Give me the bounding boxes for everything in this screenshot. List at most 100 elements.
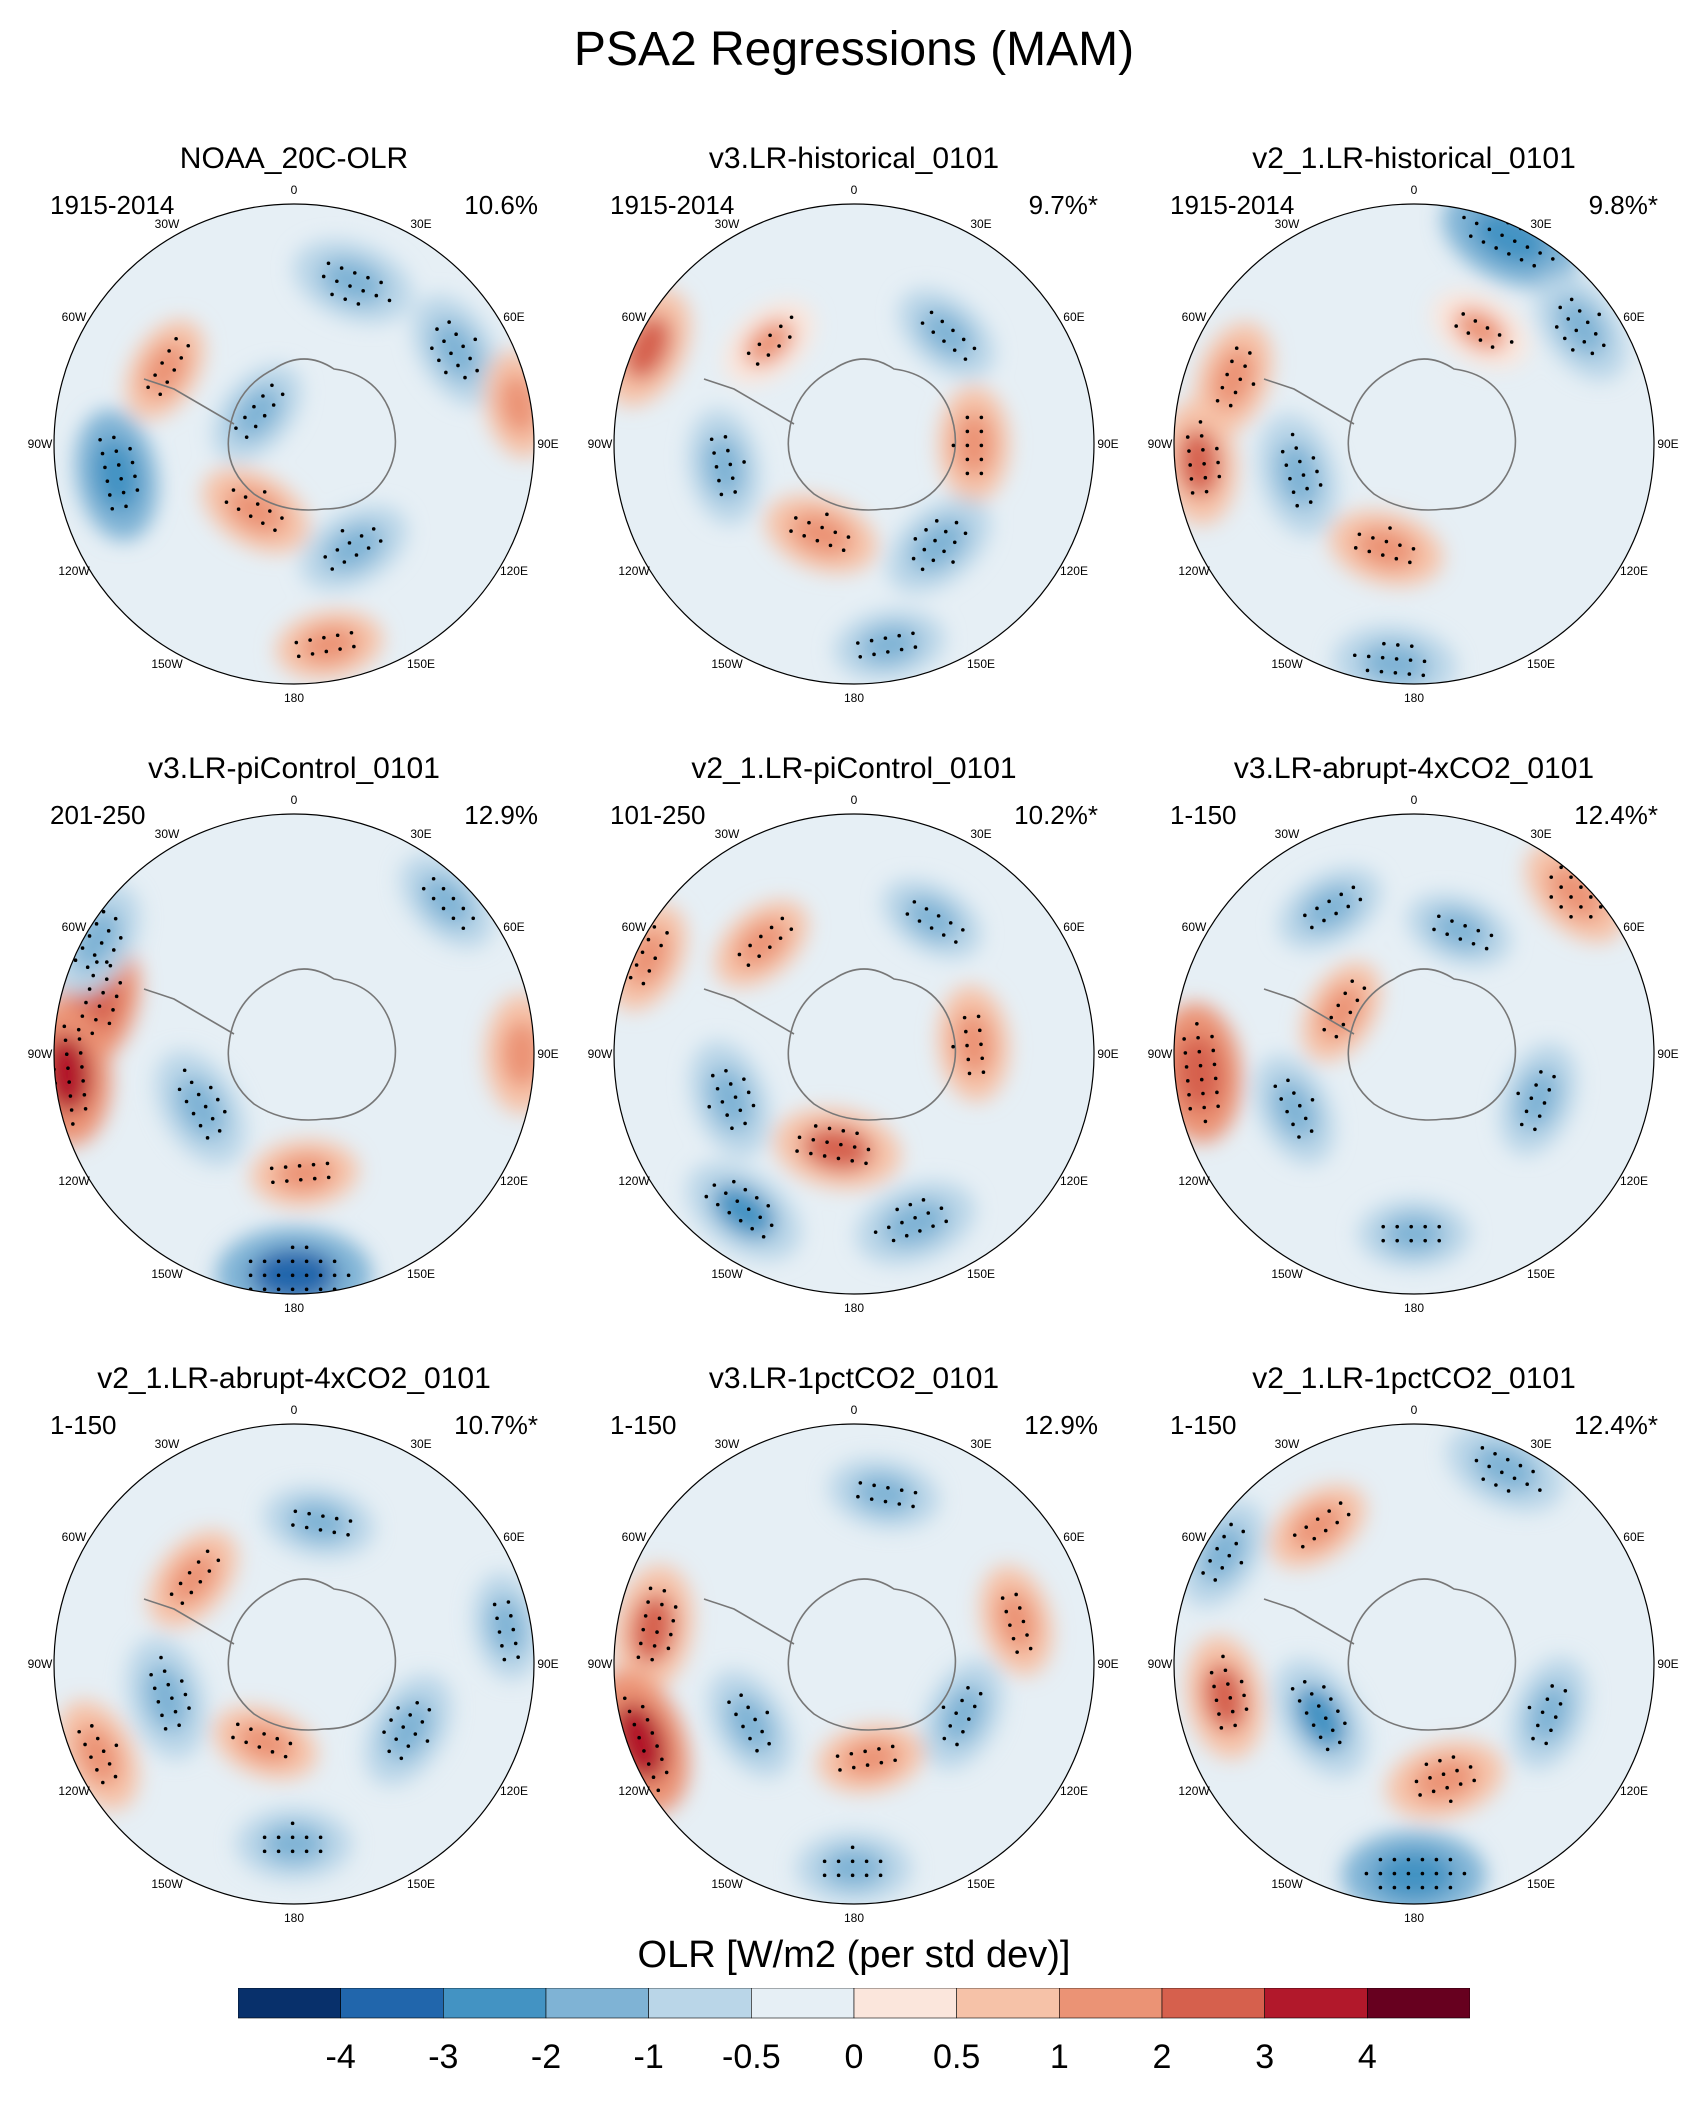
anomaly-core bbox=[1291, 1503, 1345, 1550]
significance-dot bbox=[1199, 1077, 1204, 1082]
longitude-label: 90W bbox=[28, 1657, 53, 1671]
longitude-label: 30W bbox=[155, 217, 180, 231]
significance-dot bbox=[1382, 641, 1386, 646]
significance-dot bbox=[399, 1756, 404, 1761]
longitude-label: 60W bbox=[622, 920, 647, 934]
significance-dot bbox=[850, 1159, 855, 1163]
significance-dot bbox=[454, 332, 458, 337]
significance-dot bbox=[1280, 449, 1285, 454]
significance-dot bbox=[1406, 1857, 1411, 1862]
significance-dot bbox=[757, 342, 762, 347]
longitude-label: 60E bbox=[1063, 920, 1084, 934]
significance-dot bbox=[382, 1730, 386, 1734]
significance-dot bbox=[262, 1835, 267, 1840]
significance-dot bbox=[632, 1722, 637, 1727]
significance-dot bbox=[1458, 1782, 1463, 1786]
significance-dot bbox=[742, 1077, 746, 1081]
significance-dot bbox=[332, 1273, 337, 1278]
significance-dot bbox=[751, 1103, 756, 1108]
significance-dot bbox=[921, 1198, 926, 1202]
significance-dot bbox=[1481, 1477, 1486, 1481]
significance-dot bbox=[1348, 1010, 1353, 1015]
significance-dot bbox=[76, 1027, 81, 1032]
longitude-label: 180 bbox=[284, 1301, 304, 1315]
significance-dot bbox=[1593, 332, 1598, 336]
significance-dot bbox=[1540, 1710, 1545, 1715]
significance-dot bbox=[180, 1601, 185, 1605]
significance-dot bbox=[1322, 1685, 1326, 1689]
significance-dot bbox=[1183, 1051, 1188, 1055]
significance-dot bbox=[863, 1749, 867, 1754]
longitude-label: 60E bbox=[1623, 310, 1644, 324]
significance-dot bbox=[755, 1748, 759, 1753]
significance-dot bbox=[196, 1560, 201, 1564]
significance-dot bbox=[1388, 526, 1392, 530]
significance-dot bbox=[304, 1849, 309, 1854]
longitude-label: 60E bbox=[503, 310, 524, 324]
significance-dot bbox=[1190, 491, 1195, 495]
significance-dot bbox=[836, 1859, 841, 1864]
significance-dot bbox=[99, 941, 104, 945]
significance-dot bbox=[149, 1672, 153, 1677]
significance-dot bbox=[318, 1287, 323, 1292]
significance-dot bbox=[931, 330, 936, 334]
significance-dot bbox=[332, 1259, 337, 1264]
significance-dot bbox=[94, 1017, 98, 1022]
significance-dot bbox=[955, 1742, 959, 1747]
significance-dot bbox=[244, 435, 249, 439]
anomaly-core bbox=[1177, 428, 1220, 497]
significance-dot bbox=[335, 548, 340, 552]
significance-dot bbox=[346, 1273, 351, 1278]
significance-dot bbox=[1204, 489, 1209, 494]
significance-dot bbox=[846, 535, 851, 539]
significance-dot bbox=[112, 435, 116, 440]
significance-dot bbox=[962, 1015, 967, 1020]
significance-dot bbox=[1305, 486, 1309, 491]
significance-dot bbox=[210, 1116, 215, 1121]
significance-dot bbox=[1335, 1520, 1339, 1525]
map-boundary bbox=[613, 203, 1095, 685]
significance-dot bbox=[659, 943, 663, 948]
anomaly-core bbox=[904, 897, 960, 941]
significance-dot bbox=[1525, 1482, 1529, 1486]
significance-dot bbox=[290, 1245, 295, 1250]
significance-dot bbox=[920, 321, 925, 325]
longitude-label: 0 bbox=[291, 183, 298, 197]
significance-dot bbox=[732, 1179, 736, 1184]
significance-dot bbox=[952, 348, 957, 352]
significance-dot bbox=[87, 987, 92, 991]
colorbar-tick-label: -2 bbox=[531, 2038, 561, 2076]
significance-dot bbox=[1462, 215, 1466, 220]
significance-dot bbox=[1590, 351, 1595, 356]
panel-title: v3.LR-abrupt-4xCO2_0101 bbox=[1233, 752, 1595, 785]
significance-dot bbox=[463, 375, 467, 380]
significance-dot bbox=[406, 1744, 411, 1748]
significance-dot bbox=[1461, 312, 1466, 316]
significance-dot bbox=[1512, 1476, 1517, 1481]
significance-dot bbox=[1008, 1623, 1012, 1627]
significance-dot bbox=[471, 916, 476, 921]
map-panel: v2_1.LR-abrupt-4xCO2_0101 1-150 10.7%* 0 30E… bbox=[14, 1362, 574, 1982]
significance-dot bbox=[262, 1259, 267, 1264]
significance-dot bbox=[662, 1588, 667, 1593]
significance-dot bbox=[304, 1259, 309, 1264]
anomaly-core bbox=[1383, 1215, 1445, 1253]
significance-dot bbox=[1394, 556, 1399, 561]
significance-dot bbox=[408, 1713, 412, 1717]
colorbar-segment bbox=[238, 1988, 341, 2019]
significance-dot bbox=[726, 448, 730, 453]
map-boundary bbox=[613, 1423, 1095, 1905]
significance-dot bbox=[1219, 1726, 1224, 1730]
longitude-label: 30E bbox=[1530, 217, 1551, 231]
significance-dot bbox=[1489, 933, 1494, 938]
significance-dot bbox=[1220, 385, 1225, 390]
map-boundary bbox=[1173, 1423, 1655, 1905]
significance-dot bbox=[917, 919, 922, 923]
significance-dot bbox=[1396, 643, 1400, 647]
significance-dot bbox=[108, 493, 112, 497]
significance-dot bbox=[641, 981, 646, 986]
significance-dot bbox=[1431, 1789, 1436, 1794]
significance-dot bbox=[1215, 1090, 1219, 1095]
significance-dot bbox=[966, 1057, 971, 1062]
panel-title: v2_1.LR-piControl_0101 bbox=[691, 752, 1017, 785]
